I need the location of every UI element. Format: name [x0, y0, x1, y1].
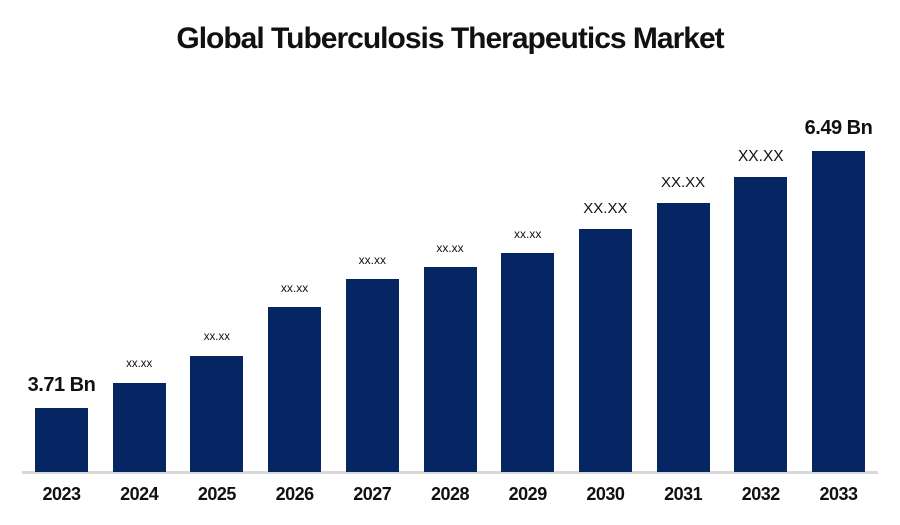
x-tick-label-2031: 2031: [664, 484, 703, 504]
bar-value-label-2024: xx.xx: [126, 357, 153, 370]
x-tick-label-2025: 2025: [197, 484, 237, 504]
bar-value-label-2030: XX.XX: [583, 200, 628, 217]
x-tick-label-2024: 2024: [120, 484, 159, 504]
bar-2029: [501, 253, 555, 472]
bar-2025: [190, 356, 244, 472]
bar-value-label-2033: 6.49 Bn: [804, 117, 873, 139]
x-axis-line: [22, 471, 878, 474]
bar-value-label-2029: xx.xx: [514, 227, 542, 241]
bar-2031: [656, 203, 710, 472]
bar-2026: [268, 307, 322, 472]
bar-2023: [35, 408, 88, 472]
bar-2030: [578, 229, 632, 472]
bar-value-label-2026: xx.xx: [280, 281, 309, 295]
x-tick-label-2026: 2026: [275, 484, 315, 504]
bar-2024: [112, 383, 166, 472]
x-tick-label-2029: 2029: [508, 484, 548, 504]
bar-value-label-2027: xx.xx: [358, 253, 386, 267]
bar-value-label-2032: XX.XX: [737, 147, 784, 165]
x-tick-label-2028: 2028: [430, 484, 470, 504]
bar-2027: [345, 279, 399, 472]
bar-2033: [812, 151, 865, 472]
x-tick-label-2023: 2023: [42, 484, 81, 504]
bar-2028: [423, 267, 477, 472]
bar-value-label-2031: XX.XX: [661, 174, 706, 191]
x-tick-label-2032: 2032: [741, 484, 781, 504]
chart-title: Global Tuberculosis Therapeutics Market: [176, 22, 724, 55]
bar-value-label-2023: 3.71 Bn: [27, 374, 96, 396]
bar-2032: [734, 177, 788, 472]
bar-value-label-2025: xx.xx: [203, 330, 230, 343]
bar-value-label-2028: xx.xx: [436, 241, 464, 255]
x-tick-label-2030: 2030: [586, 484, 625, 504]
x-tick-label-2027: 2027: [353, 484, 392, 504]
x-tick-label-2033: 2033: [819, 484, 858, 504]
